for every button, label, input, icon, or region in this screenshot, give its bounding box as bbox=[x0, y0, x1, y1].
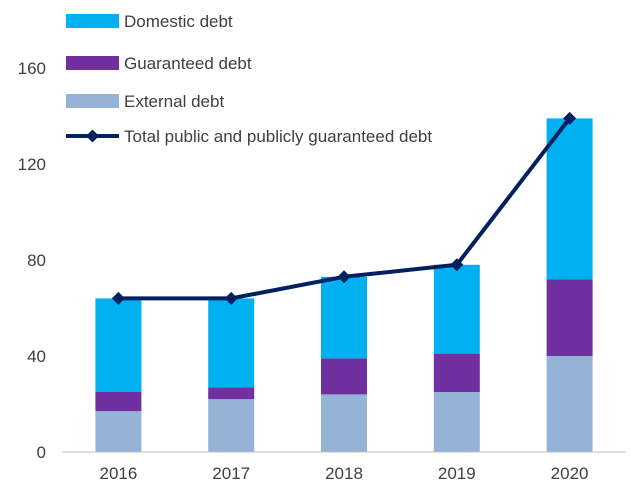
legend-swatch bbox=[66, 14, 119, 28]
bar-domestic-debt bbox=[321, 276, 367, 359]
y-tick-label: 80 bbox=[27, 251, 46, 270]
y-tick-label: 120 bbox=[18, 155, 46, 174]
x-tick-label: 2017 bbox=[212, 464, 250, 483]
bars bbox=[95, 118, 593, 452]
legend-label: Total public and publicly guaranteed deb… bbox=[124, 127, 432, 146]
bar-domestic-debt bbox=[546, 118, 593, 280]
y-tick-label: 40 bbox=[27, 347, 46, 366]
x-tick-label: 2020 bbox=[551, 464, 589, 483]
legend: Domestic debt Guaranteed debt External deb… bbox=[66, 12, 432, 146]
legend-item-total-public-and-publicly-guaranteed-debt: Total public and publicly guaranteed deb… bbox=[66, 127, 432, 146]
total-debt-line bbox=[111, 111, 577, 305]
legend-marker bbox=[86, 129, 99, 143]
bar-guaranteed-debt bbox=[95, 392, 142, 412]
bar-guaranteed-debt bbox=[433, 353, 480, 392]
y-axis: 0 40 80 120 160 bbox=[18, 59, 46, 462]
bar-external-debt bbox=[433, 392, 480, 452]
total-point-marker bbox=[224, 291, 238, 305]
bar-external-debt bbox=[546, 356, 593, 452]
x-axis: 2016 2017 2018 2019 2020 bbox=[99, 464, 588, 483]
total-point-marker bbox=[563, 111, 577, 125]
total-point-marker bbox=[450, 258, 464, 272]
legend-swatch bbox=[66, 94, 119, 108]
total-point-marker bbox=[111, 291, 125, 305]
legend-label: External debt bbox=[124, 92, 224, 111]
x-tick-label: 2019 bbox=[438, 464, 476, 483]
bar-guaranteed-debt bbox=[546, 279, 593, 356]
x-tick-label: 2016 bbox=[99, 464, 137, 483]
x-tick-label: 2018 bbox=[325, 464, 363, 483]
bar-external-debt bbox=[208, 399, 255, 452]
bar-domestic-debt bbox=[95, 298, 142, 392]
bar-external-debt bbox=[321, 394, 367, 452]
legend-item-guaranteed-debt: Guaranteed debt bbox=[66, 54, 252, 73]
bar-guaranteed-debt bbox=[321, 358, 367, 395]
y-tick-label: 0 bbox=[37, 443, 46, 462]
legend-item-domestic-debt: Domestic debt bbox=[66, 12, 233, 31]
total-point-marker bbox=[337, 270, 351, 284]
bar-domestic-debt bbox=[208, 298, 255, 388]
bar-guaranteed-debt bbox=[208, 387, 255, 400]
legend-swatch bbox=[66, 56, 119, 70]
legend-item-external-debt: External debt bbox=[66, 92, 224, 111]
legend-label: Domestic debt bbox=[124, 12, 233, 31]
bar-external-debt bbox=[95, 411, 142, 452]
y-tick-label: 160 bbox=[18, 59, 46, 78]
legend-label: Guaranteed debt bbox=[124, 54, 252, 73]
bar-domestic-debt bbox=[433, 264, 480, 354]
